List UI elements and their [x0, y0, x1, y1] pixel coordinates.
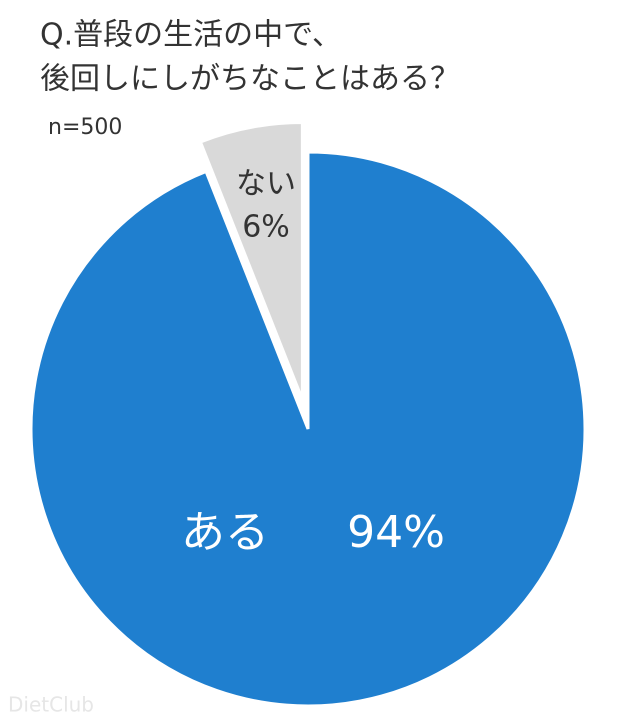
- watermark: DietClub: [8, 693, 94, 717]
- slice-label: ある: [181, 507, 269, 558]
- pie-slice: [198, 121, 304, 401]
- value-label: 94%: [347, 507, 445, 558]
- pie-slice: [29, 150, 587, 708]
- slice-label: ない: [236, 167, 296, 202]
- chart-title: Q.普段の生活の中で、: [40, 18, 342, 53]
- value-label: 6%: [242, 210, 290, 245]
- chart-subtitle: n=500: [48, 115, 122, 140]
- chart-title: 後回しにしがちなことはある？: [40, 62, 460, 97]
